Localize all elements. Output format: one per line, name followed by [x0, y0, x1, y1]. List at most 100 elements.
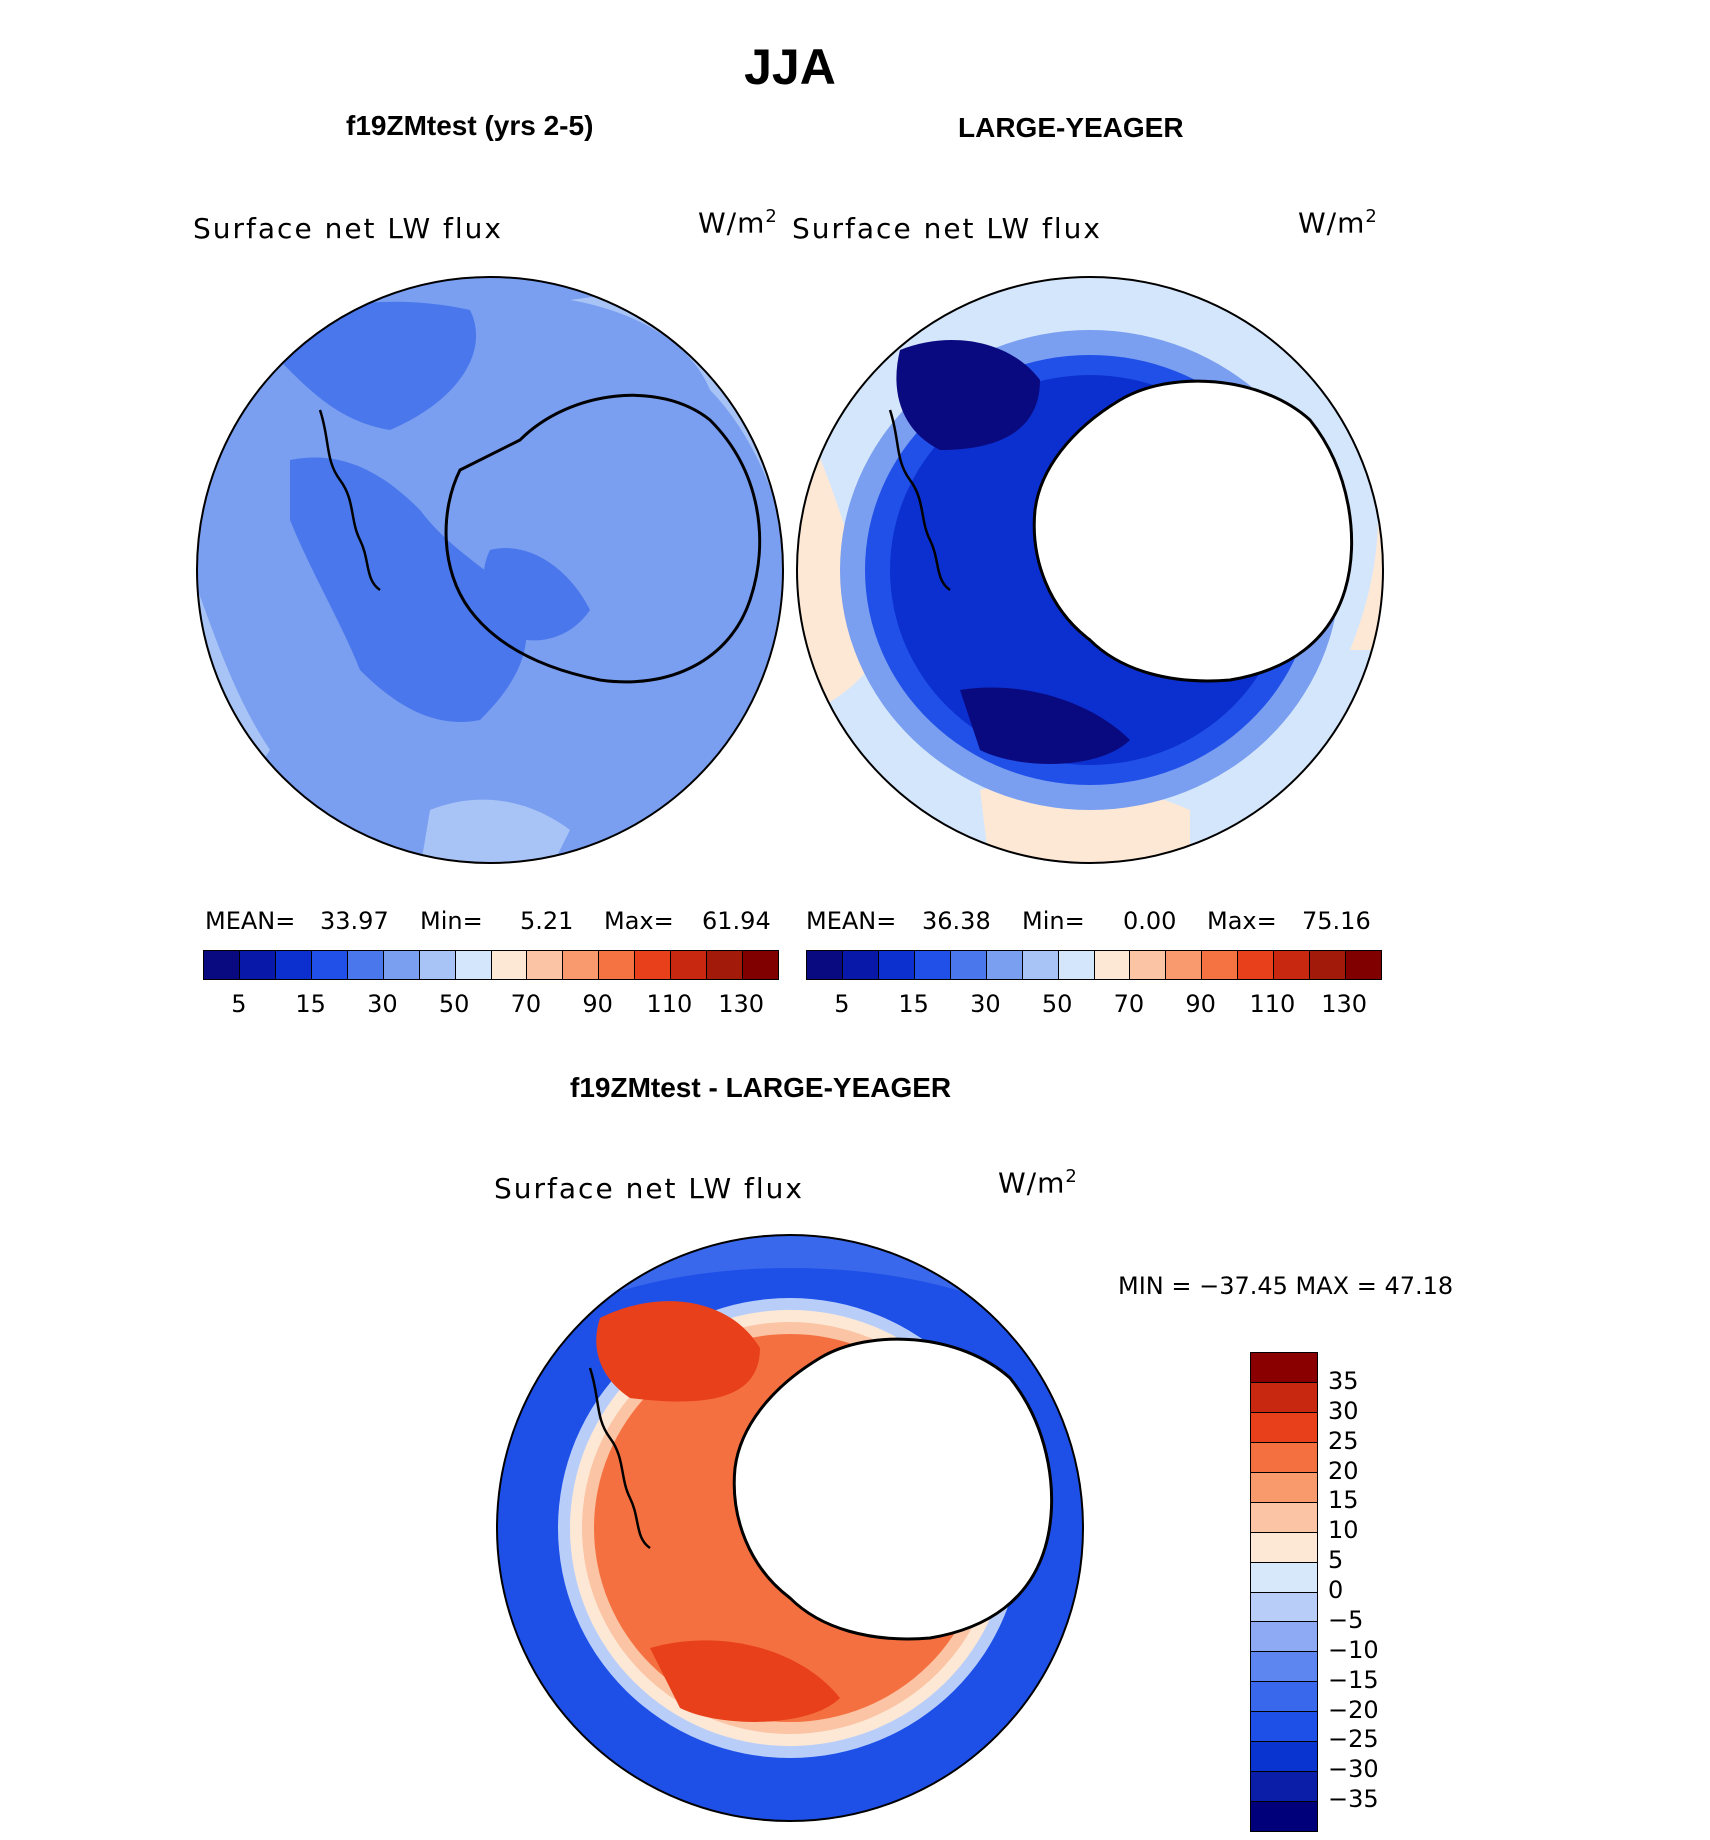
right-min-value: 0.00 — [1123, 907, 1177, 935]
left-peninsula-coastline — [318, 409, 381, 592]
diff-peninsula-coastline — [588, 1367, 651, 1550]
colorbar-swatch — [1251, 1441, 1317, 1472]
colorbar-swatch — [419, 951, 456, 979]
left-panel-title: f19ZMtest (yrs 2-5) — [346, 110, 594, 141]
colorbar-swatch — [311, 951, 348, 979]
colorbar-tick-label: 15 — [898, 990, 929, 1018]
left-map-region — [420, 407, 628, 520]
colorbar-tick-label: 70 — [1113, 990, 1145, 1018]
colorbar-swatch — [1022, 951, 1059, 979]
colorbar-tick-label: 70 — [510, 990, 542, 1018]
diff-panel-title: f19ZMtest - LARGE-YEAGER — [570, 1072, 952, 1103]
left-colorbar — [203, 950, 779, 980]
colorbar-swatch — [986, 951, 1023, 979]
colorbar-swatch — [807, 951, 843, 979]
colorbar-swatch — [1251, 1353, 1317, 1382]
left-polar-map — [196, 276, 784, 864]
diff-map-region — [596, 1301, 760, 1402]
colorbar-tick-label: 50 — [1041, 990, 1073, 1018]
diff-polar-map — [496, 1234, 1084, 1822]
right-map-border — [796, 276, 1384, 864]
colorbar-tick-label: 15 — [1328, 1486, 1359, 1515]
colorbar-swatch — [950, 951, 987, 979]
colorbar-swatch — [1251, 1561, 1317, 1592]
colorbar-swatch — [1251, 1471, 1317, 1502]
colorbar-tick-label: −25 — [1328, 1725, 1379, 1754]
left-map-border — [196, 276, 784, 864]
diff-units-label: W/m2 — [998, 1166, 1078, 1200]
colorbar-tick-label: 5 — [1328, 1546, 1344, 1575]
colorbar-swatch — [1310, 951, 1347, 979]
colorbar-tick-label: 30 — [970, 990, 1001, 1018]
colorbar-swatch — [1251, 1741, 1317, 1772]
colorbar-swatch — [275, 951, 312, 979]
right-max-value: 75.16 — [1302, 907, 1371, 935]
diff-map-region — [650, 1640, 840, 1722]
colorbar-swatch — [1058, 951, 1095, 979]
colorbar-swatch — [1251, 1531, 1317, 1562]
colorbar-tick-label: −35 — [1328, 1785, 1379, 1814]
colorbar-swatch — [842, 951, 879, 979]
diff-continent-mask — [732, 1337, 1054, 1641]
colorbar-swatch — [671, 951, 708, 979]
left-map-region — [483, 548, 590, 641]
colorbar-swatch — [1251, 1801, 1317, 1831]
colorbar-swatch — [527, 951, 564, 979]
colorbar-swatch — [1094, 951, 1131, 979]
colorbar-swatch — [707, 951, 744, 979]
colorbar-tick-label: 90 — [1185, 990, 1216, 1018]
colorbar-swatch — [1251, 1621, 1317, 1652]
colorbar-tick-label: −5 — [1328, 1605, 1364, 1634]
right-mean-value: 36.38 — [922, 907, 991, 935]
right-colorbar — [806, 950, 1382, 980]
colorbar-swatch — [878, 951, 915, 979]
colorbar-tick-label: 20 — [1328, 1456, 1359, 1485]
left-variable-label: Surface net LW flux — [193, 212, 503, 245]
right-polar-map — [796, 276, 1384, 864]
colorbar-tick-label: −20 — [1328, 1695, 1379, 1724]
colorbar-swatch — [1251, 1681, 1317, 1712]
colorbar-swatch — [563, 951, 600, 979]
colorbar-swatch — [1251, 1771, 1317, 1802]
colorbar-swatch — [204, 951, 240, 979]
right-continent-mask — [1032, 379, 1354, 683]
diff-map-border — [496, 1234, 1084, 1822]
colorbar-swatch — [1274, 951, 1311, 979]
colorbar-tick-label: 0 — [1328, 1576, 1344, 1604]
colorbar-swatch — [1130, 951, 1167, 979]
colorbar-swatch — [1251, 1591, 1317, 1622]
colorbar-swatch — [1251, 1411, 1317, 1442]
colorbar-tick-label: 110 — [1249, 990, 1296, 1018]
colorbar-tick-label: 25 — [1328, 1426, 1359, 1455]
right-units-label: W/m2 — [1298, 206, 1378, 240]
colorbar-swatch — [455, 951, 492, 979]
right-peninsula-coastline — [888, 409, 951, 592]
colorbar-tick-label: 10 — [1328, 1516, 1359, 1545]
right-panel-title: LARGE-YEAGER — [958, 112, 1184, 143]
colorbar-tick-label: 50 — [438, 990, 470, 1018]
colorbar-swatch — [1238, 951, 1275, 979]
colorbar-tick-label: 110 — [646, 990, 693, 1018]
left-min-value: 5.21 — [520, 907, 574, 935]
left-map-region — [290, 457, 527, 722]
left-map-region — [420, 799, 570, 863]
colorbar-tick-label: 15 — [295, 990, 326, 1018]
right-min-label: Min= — [1022, 907, 1085, 935]
left-max-value: 61.94 — [702, 907, 771, 935]
left-mean-label: MEAN= — [205, 907, 296, 935]
right-max-label: Max= — [1207, 907, 1277, 935]
diff-colorbar — [1250, 1352, 1318, 1832]
colorbar-tick-label: 35 — [1328, 1366, 1359, 1395]
colorbar-swatch — [599, 951, 636, 979]
colorbar-swatch — [1251, 1381, 1317, 1412]
colorbar-swatch — [1202, 951, 1239, 979]
colorbar-tick-label: 90 — [582, 990, 613, 1018]
colorbar-swatch — [347, 951, 384, 979]
colorbar-swatch — [491, 951, 528, 979]
colorbar-swatch — [1166, 951, 1203, 979]
colorbar-swatch — [1251, 1501, 1317, 1532]
colorbar-swatch — [1346, 951, 1381, 979]
colorbar-tick-label: 5 — [231, 990, 247, 1018]
colorbar-tick-label: −10 — [1328, 1635, 1379, 1664]
colorbar-tick-label: 30 — [1328, 1396, 1359, 1425]
